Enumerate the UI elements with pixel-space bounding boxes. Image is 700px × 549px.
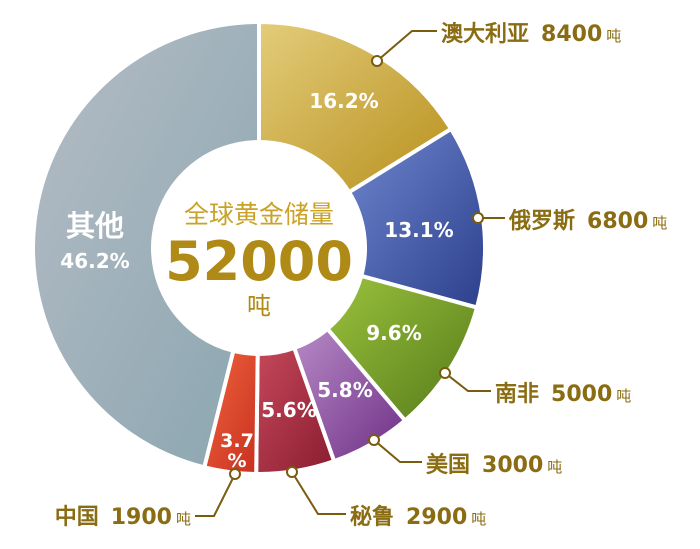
leader-lines [195,30,505,517]
leader-line-south-africa [444,372,491,392]
callout-south-africa: 南非 5000 吨 [495,382,631,407]
leader-line-peru [291,471,346,515]
leader-dot-australia [371,55,383,67]
percent-label-usa: 5.8% [317,378,372,402]
callout-russia: 俄罗斯 6800 吨 [508,208,667,234]
slice-australia [257,19,454,195]
percent-label-other: 46.2% [60,249,129,273]
slice-name-other: 其他 [66,209,124,243]
leader-dot-usa [368,434,380,446]
leader-dot-china [229,468,241,480]
center-title: 全球黄金储量 [184,200,334,229]
percent-label-australia: 16.2% [309,89,378,113]
percent-labels: 16.2% 13.1% 9.6% 5.8%5.6% 3.7 % 其他 46.2% [60,89,453,472]
center-value: 52000 [165,230,353,293]
center-unit: 吨 [247,292,271,320]
slice-other [31,19,261,470]
leader-line-australia [376,30,437,62]
callout-usa: 美国 3000 吨 [426,452,562,478]
percent-label-russia: 13.1% [384,218,453,242]
callout-peru: 秘鲁 2900 吨 [350,504,486,530]
percent-label-peru: 5.6% [261,398,316,422]
leader-line-usa [373,439,422,463]
donut-slices [31,19,487,477]
leader-dot-russia [472,212,484,224]
percent-label-china: 3.7% [220,430,254,472]
leader-dot-peru [286,466,298,478]
callout-australia: 澳大利亚 8400 吨 [441,21,621,47]
percent-label-south-africa: 9.6% [366,321,421,345]
callout-china: 中国 1900 吨 [55,505,191,530]
center-label: 全球黄金储量 52000 吨 [165,200,353,320]
leader-dot-south-africa [439,367,451,379]
leader-line-china [195,473,236,517]
